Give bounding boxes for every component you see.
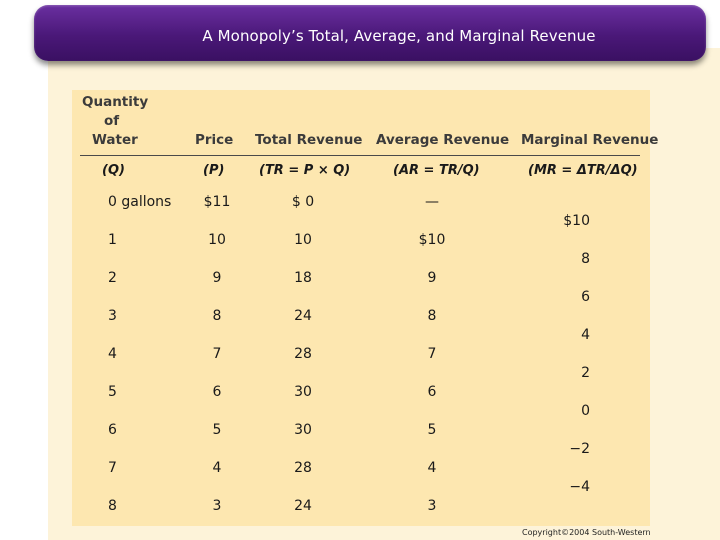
- cell-p: 4: [212, 460, 222, 476]
- cell-ar: $10: [418, 232, 446, 248]
- cell-tr: 30: [294, 422, 312, 438]
- subheader-quantity: (Q): [102, 163, 125, 178]
- cell-marginal: 6: [581, 289, 590, 305]
- cell-q: 1: [108, 232, 117, 248]
- cell-ar: 6: [427, 384, 437, 400]
- cell-marginal: 4: [581, 327, 590, 343]
- cell-q: 5: [108, 384, 117, 400]
- cell-tr: $ 0: [291, 194, 315, 210]
- cell-p: 3: [212, 498, 222, 514]
- cell-ar: 5: [427, 422, 437, 438]
- cell-tr: 24: [294, 498, 312, 514]
- cell-p: 5: [212, 422, 222, 438]
- cell-p: 9: [212, 270, 222, 286]
- cell-tr: 10: [294, 232, 312, 248]
- slide-title: A Monopoly’s Total, Average, and Margina…: [202, 27, 596, 45]
- cell-p: 7: [212, 346, 222, 362]
- subheader-total-revenue: (TR = P × Q): [259, 163, 351, 178]
- cell-q: 4: [108, 346, 117, 362]
- cell-marginal: $10: [563, 213, 590, 229]
- subheader-marginal-revenue: (MR = ΔTR/ΔQ): [528, 163, 638, 178]
- cell-marginal: −2: [569, 441, 590, 457]
- cell-tr: 28: [294, 346, 312, 362]
- cell-tr: 18: [294, 270, 312, 286]
- cell-q: 6: [108, 422, 117, 438]
- cell-ar: 4: [427, 460, 437, 476]
- cell-ar: 8: [427, 308, 437, 324]
- header-price: Price: [195, 132, 234, 148]
- cell-p: 8: [212, 308, 222, 324]
- cell-q: 3: [108, 308, 117, 324]
- cell-p: 10: [208, 232, 226, 248]
- header-average-revenue: Average Revenue: [376, 132, 510, 148]
- cell-p: $11: [203, 194, 231, 210]
- cell-tr: 24: [294, 308, 312, 324]
- cell-ar: 7: [427, 346, 437, 362]
- cell-tr: 28: [294, 460, 312, 476]
- header-total-revenue: Total Revenue: [255, 132, 363, 148]
- title-bar: A Monopoly’s Total, Average, and Margina…: [34, 5, 706, 61]
- header-divider: [80, 155, 640, 156]
- header-quantity-line2: of: [104, 113, 120, 129]
- cell-q: 8: [108, 498, 117, 514]
- cell-q: 7: [108, 460, 117, 476]
- cell-marginal: −4: [569, 479, 590, 495]
- cell-marginal: 0: [581, 403, 590, 419]
- copyright-notice: Copyright©2004 South-Western: [522, 528, 651, 537]
- cell-ar: 3: [427, 498, 437, 514]
- revenue-table: [72, 90, 650, 526]
- header-quantity-line1: Quantity: [82, 94, 149, 110]
- cell-q: 2: [108, 270, 117, 286]
- header-marginal-revenue: Marginal Revenue: [521, 132, 659, 148]
- subheader-average-revenue: (AR = TR/Q): [393, 163, 480, 178]
- cell-ar: —: [425, 194, 439, 210]
- header-quantity-line3: Water: [92, 132, 138, 148]
- cell-tr: 30: [294, 384, 312, 400]
- cell-q: 0 gallons: [108, 194, 172, 210]
- cell-marginal: 2: [581, 365, 590, 381]
- cell-marginal: 8: [581, 251, 590, 267]
- subheader-price: (P): [203, 163, 225, 178]
- cell-ar: 9: [427, 270, 437, 286]
- cell-p: 6: [212, 384, 222, 400]
